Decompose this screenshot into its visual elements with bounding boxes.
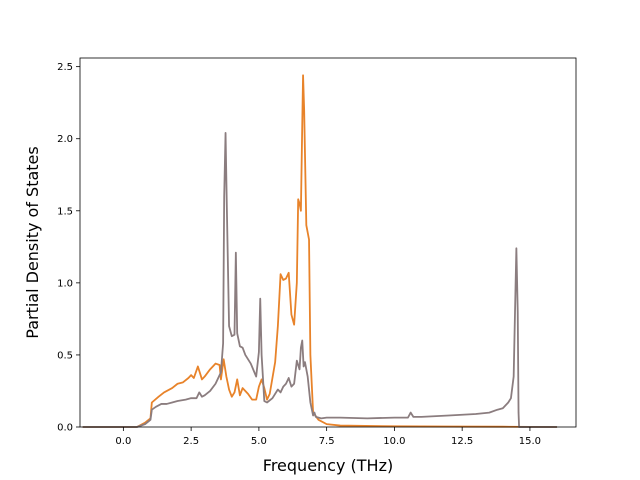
y-tick-label: 2.0 [57, 134, 73, 145]
x-axis-ticks: 0.0 2.5 5.0 7.5 10.0 12.5 15.0 [115, 427, 541, 447]
y-axis-ticks: 0.0 0.5 1.0 1.5 2.0 2.5 [57, 62, 80, 434]
y-tick-label: 2.5 [57, 62, 73, 73]
y-tick-label: 0.5 [57, 350, 73, 361]
plot-area [82, 74, 558, 428]
x-tick-label: 10.0 [383, 436, 405, 447]
y-tick-label: 1.5 [57, 206, 73, 217]
y-axis-label: Partial Density of States [23, 146, 42, 338]
x-tick-label: 5.0 [251, 436, 267, 447]
y-tick-label: 0.0 [57, 423, 73, 434]
series-line-2 [82, 132, 558, 428]
x-tick-label: 0.0 [115, 436, 131, 447]
x-tick-label: 7.5 [319, 436, 335, 447]
x-tick-label: 15.0 [519, 436, 541, 447]
x-axis-label: Frequency (THz) [263, 456, 393, 475]
series-line-1 [82, 74, 558, 428]
y-tick-label: 1.0 [57, 278, 73, 289]
axes-frame [79, 57, 577, 428]
x-tick-label: 12.5 [451, 436, 473, 447]
x-tick-label: 2.5 [183, 436, 199, 447]
